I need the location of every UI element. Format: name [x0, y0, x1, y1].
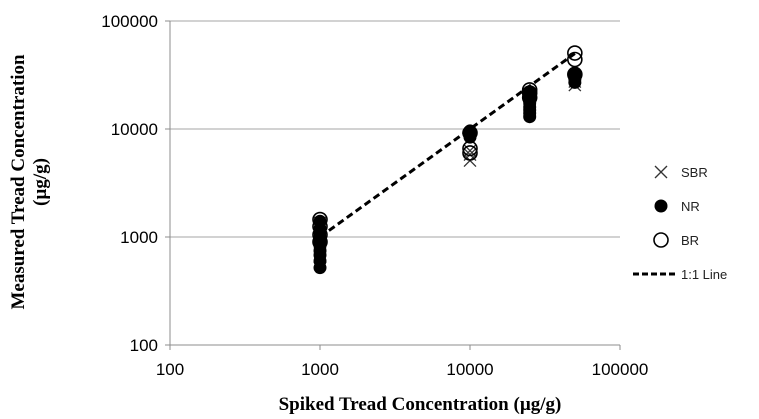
point-br — [312, 218, 328, 235]
point-br — [567, 45, 583, 61]
point-br — [462, 140, 478, 157]
point-nr — [463, 124, 477, 138]
legend-marker-sbr — [654, 165, 668, 179]
legend-label-sbr: SBR — [681, 165, 708, 180]
point-nr — [568, 66, 582, 80]
point-br — [521, 89, 538, 106]
point-br — [567, 66, 583, 83]
x-tick-label: 100 — [156, 360, 184, 379]
y-tick-label: 10000 — [111, 120, 158, 139]
legend-marker-nr — [654, 199, 668, 213]
point-br — [521, 82, 538, 98]
point-br — [462, 125, 478, 141]
y-tick-label: 100000 — [101, 12, 158, 31]
legend-label-1-1-line: 1:1 Line — [681, 267, 727, 282]
legend: SBR NR BR 1:1 Line — [633, 165, 727, 282]
data-points — [312, 45, 583, 275]
point-br — [312, 211, 328, 228]
reference-line-1-1 — [319, 52, 576, 239]
point-br — [312, 226, 328, 243]
x-tick-label: 1000 — [301, 360, 339, 379]
y-tick-label: 100 — [130, 336, 158, 355]
x-tick-labels: 100 1000 10000 100000 — [156, 360, 649, 379]
y-tick-labels: 100 1000 10000 100000 — [101, 12, 158, 355]
point-br — [312, 234, 328, 250]
reference-line-group — [319, 52, 576, 239]
x-axis-title: Spiked Tread Concentration (µg/g) — [279, 394, 562, 415]
y-axis-title-line-2: (µg/g) — [30, 158, 51, 206]
legend-marker-br — [653, 232, 669, 248]
y-axis-title-line-1: Measured Tread Concentration — [8, 54, 29, 310]
point-br — [567, 51, 583, 68]
y-tick-label: 1000 — [120, 228, 158, 247]
legend-label-br: BR — [681, 233, 699, 248]
axes — [165, 20, 621, 350]
x-tick-label: 10000 — [446, 360, 493, 379]
legend-label-nr: NR — [681, 199, 700, 214]
point-nr — [313, 214, 327, 228]
x-tick-label: 100000 — [592, 360, 649, 379]
point-br — [462, 145, 478, 161]
